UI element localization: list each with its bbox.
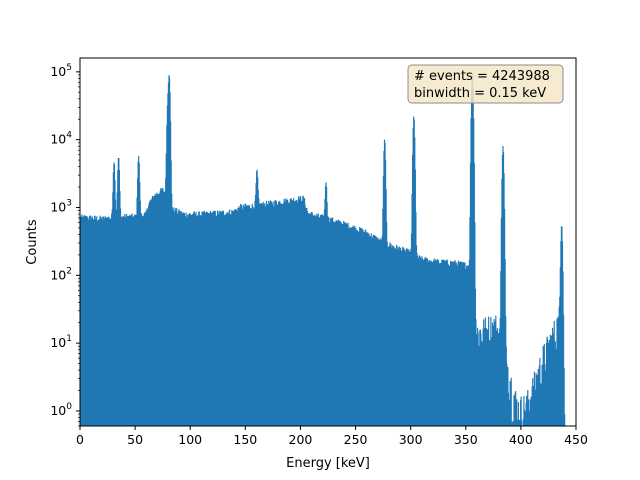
annotation-binwidth: binwidth = 0.15 keV bbox=[414, 86, 546, 101]
x-tick-label: 150 bbox=[233, 432, 257, 447]
x-tick-label: 100 bbox=[178, 432, 202, 447]
x-axis-label: Energy [keV] bbox=[286, 456, 370, 471]
annotation-box bbox=[407, 64, 564, 104]
plot-area bbox=[79, 73, 566, 427]
y-tick-label: 102 bbox=[50, 266, 72, 282]
plot-frame bbox=[79, 57, 577, 427]
x-tick-label: 350 bbox=[454, 432, 478, 447]
y-tick-label: 104 bbox=[50, 131, 72, 147]
y-tick-label: 100 bbox=[50, 402, 72, 418]
y-axis: 100 101 102 103 104 105 bbox=[50, 63, 80, 427]
x-tick-label: 200 bbox=[289, 432, 313, 447]
annotation-events: # events = 4243988 bbox=[414, 69, 550, 84]
y-axis-label: Counts bbox=[25, 219, 40, 265]
x-tick-label: 400 bbox=[509, 432, 533, 447]
y-tick-label: 103 bbox=[50, 198, 72, 214]
y-tick-label: 105 bbox=[50, 63, 72, 79]
x-tick-label: 50 bbox=[127, 432, 143, 447]
stats-annotation: # events = 4243988 binwidth = 0.15 keV bbox=[407, 64, 564, 104]
x-tick-label: 450 bbox=[564, 432, 588, 447]
x-tick-label: 300 bbox=[399, 432, 423, 447]
x-tick-label: 0 bbox=[76, 432, 84, 447]
x-axis: 0 50 100 150 200 250 300 350 400 450 bbox=[76, 426, 588, 447]
x-tick-label: 250 bbox=[344, 432, 368, 447]
histogram-fill bbox=[79, 73, 566, 427]
y-tick-label: 101 bbox=[50, 334, 72, 350]
